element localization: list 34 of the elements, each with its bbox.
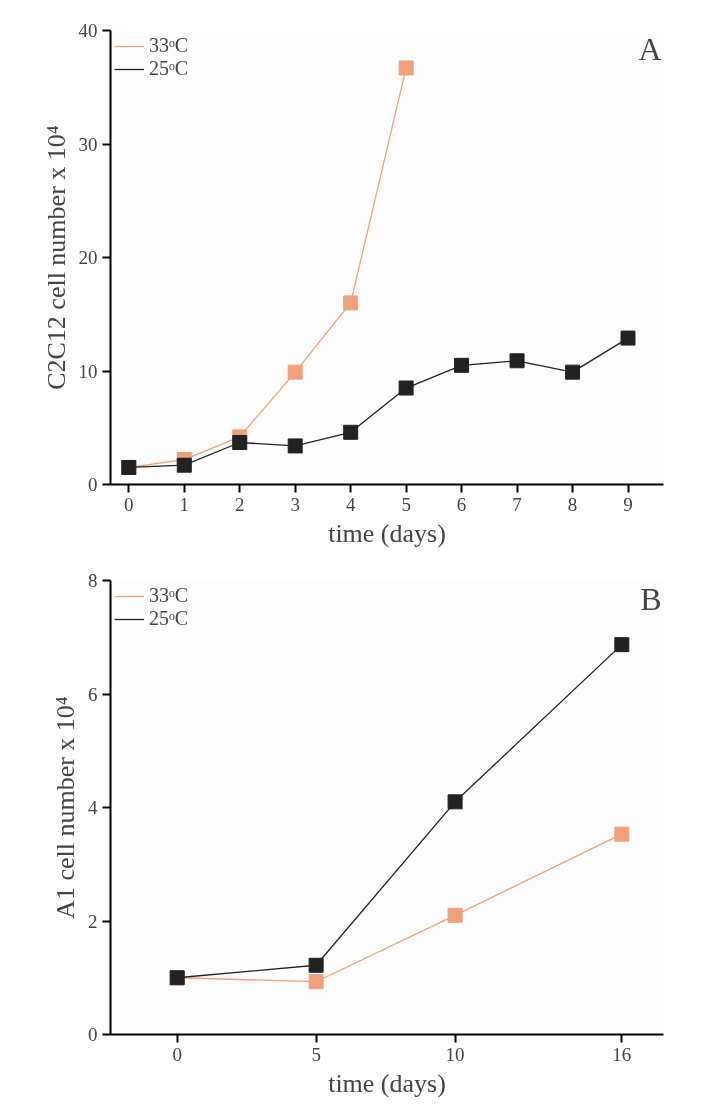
y-axis-title: A1 cell number x 10⁴ (51, 696, 80, 919)
x-tick-label: 5 (401, 493, 411, 515)
x-axis-title: time (days) (328, 518, 446, 548)
x-tick-label: 0 (124, 493, 134, 515)
legend-label: 25ᵒC (149, 57, 189, 80)
annotation: A (638, 30, 662, 67)
y-tick-label: 0 (88, 474, 98, 495)
legend-label: 33ᵒC (149, 34, 189, 57)
x-tick-label: 16 (612, 1043, 632, 1065)
y-tick-label: 0 (88, 1024, 98, 1045)
y-axis-title: C2C12 cell number x 10⁴ (41, 125, 71, 390)
y-tick-label: 40 (78, 20, 98, 41)
y-tick-label: 8 (88, 570, 98, 591)
x-tick-label: 8 (567, 493, 578, 515)
x-tick-label: 3 (290, 493, 300, 515)
y-tick-label: 20 (78, 247, 98, 268)
x-tick-label: 2 (234, 493, 245, 515)
y-tick-label: 30 (78, 133, 98, 155)
x-tick-label: 10 (445, 1043, 465, 1065)
x-tick-label: 0 (172, 1043, 182, 1065)
x-tick-label: 1 (179, 493, 190, 515)
y-tick-label: 4 (88, 797, 98, 818)
y-tick-label: 2 (88, 910, 98, 932)
legend-label: 25ᵒC (149, 607, 189, 630)
x-tick-label: 9 (623, 493, 633, 515)
y-tick-label: 10 (78, 360, 98, 382)
x-tick-label: 5 (311, 1043, 321, 1065)
x-axis-title: time (days) (328, 1068, 446, 1098)
x-tick-label: 6 (456, 493, 467, 515)
y-tick-label: 6 (88, 683, 98, 705)
annotation: B (640, 580, 662, 617)
x-tick-label: 4 (345, 493, 356, 515)
x-tick-label: 7 (512, 493, 522, 515)
legend-label: 33ᵒC (149, 584, 189, 607)
